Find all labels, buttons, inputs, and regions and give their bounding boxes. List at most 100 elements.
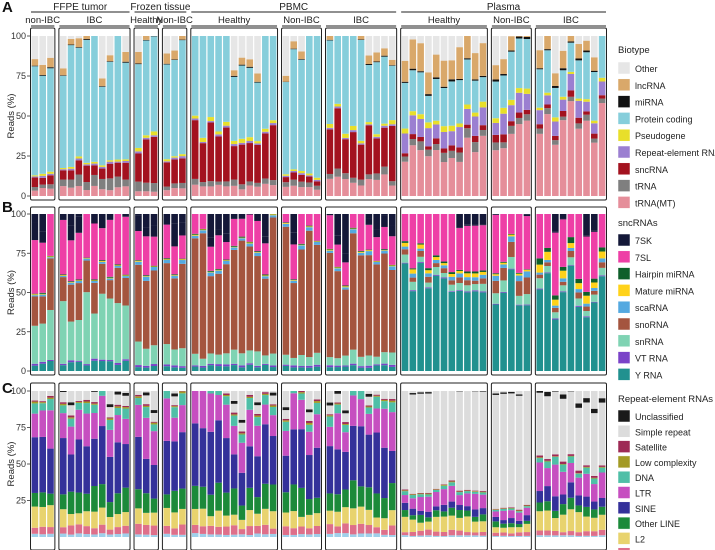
bar-segment-satellite xyxy=(106,417,114,419)
bar-segment-l1pa2-17 xyxy=(223,526,230,535)
bar-segment-trna-mt- xyxy=(142,191,150,196)
bar-segment-trna-mt- xyxy=(254,186,261,196)
bar-segment-ltr xyxy=(365,413,373,435)
bar-segment-hairpin-mirna xyxy=(536,258,544,265)
bar-segment-7sl xyxy=(583,236,590,292)
bar-segment-snrna xyxy=(500,280,507,292)
bar-segment-satellite xyxy=(552,454,559,457)
bar-segment-hairpin-mirna xyxy=(357,250,365,252)
group-frame xyxy=(133,206,159,376)
bar-segment-dna xyxy=(282,421,290,431)
bar-segment-l1hs xyxy=(135,534,142,537)
bar-segment-y-rna xyxy=(39,363,46,371)
bar-segment-remainder xyxy=(583,214,590,236)
bar-segment-simple-repeat xyxy=(39,391,46,402)
bar-segment-simple-repeat xyxy=(575,407,583,471)
bar-segment-hairpin-mirna xyxy=(583,291,590,296)
bar-segment-snorna xyxy=(31,296,39,326)
bar-segment-snorna xyxy=(163,263,171,345)
bar-segment-sncrna xyxy=(31,177,39,188)
bar-segment-mirna xyxy=(500,74,507,76)
bar-segment-7sl xyxy=(298,214,305,244)
bar-segment-snrna xyxy=(515,295,523,305)
bar-segment-7sk xyxy=(142,227,150,237)
bar-segment-hairpin-mirna xyxy=(31,293,39,295)
bar-segment-l1hs xyxy=(479,535,487,537)
bar-segment-trna-mt- xyxy=(342,179,349,196)
bar-segment-simple-repeat xyxy=(106,407,114,418)
bar-segment-ltr xyxy=(464,493,471,507)
bar-segment-snrna xyxy=(313,352,321,365)
bar-segment-protein-coding xyxy=(342,36,349,134)
bar-segment-hairpin-mirna xyxy=(298,243,305,245)
bar-segment-l1pa2-17 xyxy=(254,525,261,534)
bar-segment-protein-coding xyxy=(75,47,83,157)
bar-segment-satellite xyxy=(471,490,479,492)
legend-swatch xyxy=(617,317,631,331)
bar-segment-hairpin-mirna xyxy=(135,260,142,261)
bar-segment-trna xyxy=(326,173,334,179)
legend-entry: Unclassified xyxy=(635,412,684,422)
legend-entry: Satellite xyxy=(635,443,667,453)
bar-segment-vt-rna xyxy=(238,365,246,368)
bar-segment-sine xyxy=(409,508,417,516)
bar-segment-l2 xyxy=(417,522,424,531)
bar-segment-trna xyxy=(142,182,150,192)
bar-segment-other-line xyxy=(39,492,46,507)
bar-segment-snorna xyxy=(122,277,129,306)
bar-segment-pseudogene xyxy=(334,103,341,107)
bar-segment-remainder xyxy=(215,214,222,230)
bar-segment-simple-repeat xyxy=(47,391,54,396)
bar-segment-7sl xyxy=(282,214,290,223)
bar-segment-l2 xyxy=(409,519,417,532)
bar-segment-mature-mirna xyxy=(106,277,114,279)
bar-segment-l2 xyxy=(238,519,246,530)
bar-segment-y-rna xyxy=(583,317,590,371)
bar-segment-low-complexity xyxy=(523,505,531,507)
bar-segment-hairpin-mirna xyxy=(552,295,559,300)
bar-segment-remainder xyxy=(409,36,417,40)
bar-segment-other-line xyxy=(365,487,373,510)
bar-segment-sine xyxy=(583,496,590,507)
bar-segment-l1hs xyxy=(106,534,114,537)
bar-segment-low-complexity xyxy=(544,460,551,462)
bar-segment-trna-mt- xyxy=(432,150,440,196)
bar-segment-ltr xyxy=(381,408,388,448)
group-label: Non-IBC xyxy=(156,15,193,26)
bar-segment-low-complexity xyxy=(409,494,417,496)
bar-segment-trna xyxy=(290,179,298,186)
bar-segment-pseudogene xyxy=(106,160,114,162)
bar-segment-unclassified xyxy=(365,393,373,397)
bar-segment-hairpin-mirna xyxy=(456,269,463,271)
legend-swatch xyxy=(617,425,631,438)
bar-segment-sine xyxy=(326,446,334,494)
bar-segment-sncrna xyxy=(492,134,500,143)
bar-segment-scarna xyxy=(254,252,261,257)
bar-segment-low-complexity xyxy=(559,463,567,465)
bar-segment-mature-mirna xyxy=(246,242,254,244)
bar-segment-remainder xyxy=(575,391,583,404)
bar-segment-remainder xyxy=(552,214,559,232)
bar-segment-other-line xyxy=(47,493,54,506)
bar-segment-snrna xyxy=(342,355,349,366)
bar-segment-remainder xyxy=(388,214,396,226)
bar-segment-vt-rna xyxy=(342,365,349,367)
bar-segment-l1pa2-17 xyxy=(357,523,365,534)
bar-segment-snorna xyxy=(282,226,290,355)
bar-segment-ltr xyxy=(440,489,448,505)
bar-segment-mature-mirna xyxy=(409,269,417,274)
bar-segment-lncrna xyxy=(591,57,598,71)
bar-segment-hairpin-mirna xyxy=(492,273,500,275)
header-label: FFPE tumor xyxy=(53,2,108,13)
bar-segment-lncrna xyxy=(523,36,531,37)
group-label: Healthy xyxy=(130,15,162,26)
bar-segment-trna xyxy=(31,187,39,191)
header-label: Plasma xyxy=(487,2,521,13)
bar-segment-protein-coding xyxy=(591,72,598,121)
bar-segment-repeat-element-rna xyxy=(31,176,39,178)
bar-segment-snrna xyxy=(122,305,129,360)
bar-segment-satellite xyxy=(575,470,583,474)
bar-segment-trna-mt- xyxy=(515,124,523,196)
legend-swatch xyxy=(617,440,631,453)
bar-segment-dna xyxy=(31,403,39,414)
